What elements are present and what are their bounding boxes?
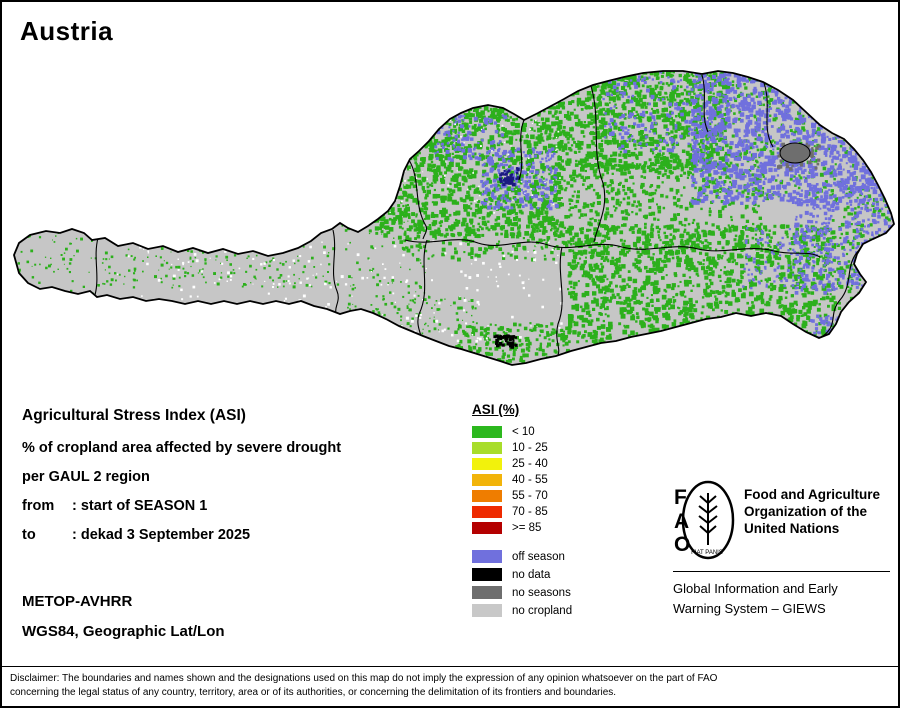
legend-label: no seasons: [512, 586, 571, 599]
to-label: to: [22, 527, 36, 543]
legend-label: < 10: [512, 426, 535, 438]
from-label: from: [22, 498, 55, 514]
legend-row: 70 - 85: [472, 506, 572, 518]
legend-swatch: [472, 474, 502, 486]
disclaimer-line: concerning the legal status of any count…: [10, 687, 617, 698]
legend: ASI (%) < 10 10 - 25 25 - 40 40 - 55 55 - 70…: [472, 402, 572, 622]
legend-title: ASI (%): [472, 402, 520, 417]
legend-swatch: [472, 604, 502, 617]
fao-identity: FIAT PANIS F A O Food and Agriculture Or…: [673, 479, 890, 561]
legend-row: 40 - 55: [472, 474, 572, 486]
fao-letter-f: F: [674, 486, 687, 509]
legend-swatch: [472, 568, 502, 581]
page-title: Austria: [20, 16, 114, 46]
fao-org-name: Food and Agriculture Organization of the…: [744, 479, 880, 537]
legend-swatch: [472, 458, 502, 470]
map-description: Agricultural Stress Index (ASI) % of cro…: [22, 407, 341, 556]
legend-row: no cropland: [472, 604, 572, 617]
legend-label: no data: [512, 568, 551, 581]
sensor-block: METOP-AVHRR WGS84, Geographic Lat/Lon: [22, 593, 225, 653]
asi-subtitle-2: per GAUL 2 region: [22, 469, 150, 485]
legend-swatch: [472, 426, 502, 438]
gaul2-region-boundaries: [94, 74, 861, 356]
giews-line: Global Information and Early: [673, 581, 838, 596]
period-to: to : dekad 3 September 2025: [22, 527, 341, 543]
fao-letter-o: O: [674, 533, 690, 556]
legend-label: >= 85: [512, 522, 542, 534]
austria-outline: [13, 70, 895, 366]
legend-swatch: [472, 506, 502, 518]
legend-swatch: [472, 586, 502, 599]
giews-name: Global Information and Early Warning Sys…: [673, 579, 890, 619]
giews-line: Warning System – GIEWS: [673, 601, 826, 616]
legend-row: off season: [472, 550, 572, 563]
legend-row: 10 - 25: [472, 442, 572, 454]
from-value: : start of SEASON 1: [72, 498, 208, 514]
asi-subtitle-1: % of cropland area affected by severe dr…: [22, 440, 342, 456]
period-from: from : start of SEASON 1: [22, 498, 341, 514]
legend-swatch: [472, 442, 502, 454]
disclaimer: Disclaimer: The boundaries and names sho…: [2, 666, 898, 706]
legend-label: 40 - 55: [512, 474, 548, 486]
legend-label: 55 - 70: [512, 490, 548, 502]
legend-row: < 10: [472, 426, 572, 438]
sensor-name: METOP-AVHRR: [22, 593, 133, 610]
legend-label: 10 - 25: [512, 442, 548, 454]
legend-label: 25 - 40: [512, 458, 548, 470]
fao-logo-icon: FIAT PANIS F A O: [674, 480, 735, 560]
fao-org-line: United Nations: [744, 521, 840, 536]
legend-swatch: [472, 522, 502, 534]
fao-letter-a: A: [674, 510, 689, 533]
disclaimer-line: Disclaimer: The boundaries and names sho…: [10, 673, 718, 684]
legend-row: 55 - 70: [472, 490, 572, 502]
legend-row: no data: [472, 568, 572, 581]
fao-divider: [673, 571, 890, 572]
legend-row: no seasons: [472, 586, 572, 599]
legend-label: no cropland: [512, 604, 573, 617]
legend-swatch: [472, 490, 502, 502]
legend-asi-classes: < 10 10 - 25 25 - 40 40 - 55 55 - 70 70 - 85 >…: [472, 426, 572, 534]
vienna-no-seasons-patch: [779, 142, 811, 164]
fao-org-line: Organization of the: [744, 504, 867, 519]
wheat-ear-icon: [698, 493, 718, 545]
legend-row: >= 85: [472, 522, 572, 534]
fao-motto: FIAT PANIS: [691, 550, 723, 556]
fao-org-line: Food and Agriculture: [744, 487, 880, 502]
asi-heading: Agricultural Stress Index (ASI): [22, 407, 246, 424]
legend-label: 70 - 85: [512, 506, 548, 518]
projection-name: WGS84, Geographic Lat/Lon: [22, 623, 225, 640]
legend-extra-classes: off season no data no seasons no cropland: [472, 550, 572, 617]
to-value: : dekad 3 September 2025: [72, 527, 251, 543]
legend-label: off season: [512, 550, 565, 563]
fao-block: FIAT PANIS F A O Food and Agriculture Or…: [673, 479, 890, 619]
legend-swatch: [472, 550, 502, 563]
legend-row: 25 - 40: [472, 458, 572, 470]
